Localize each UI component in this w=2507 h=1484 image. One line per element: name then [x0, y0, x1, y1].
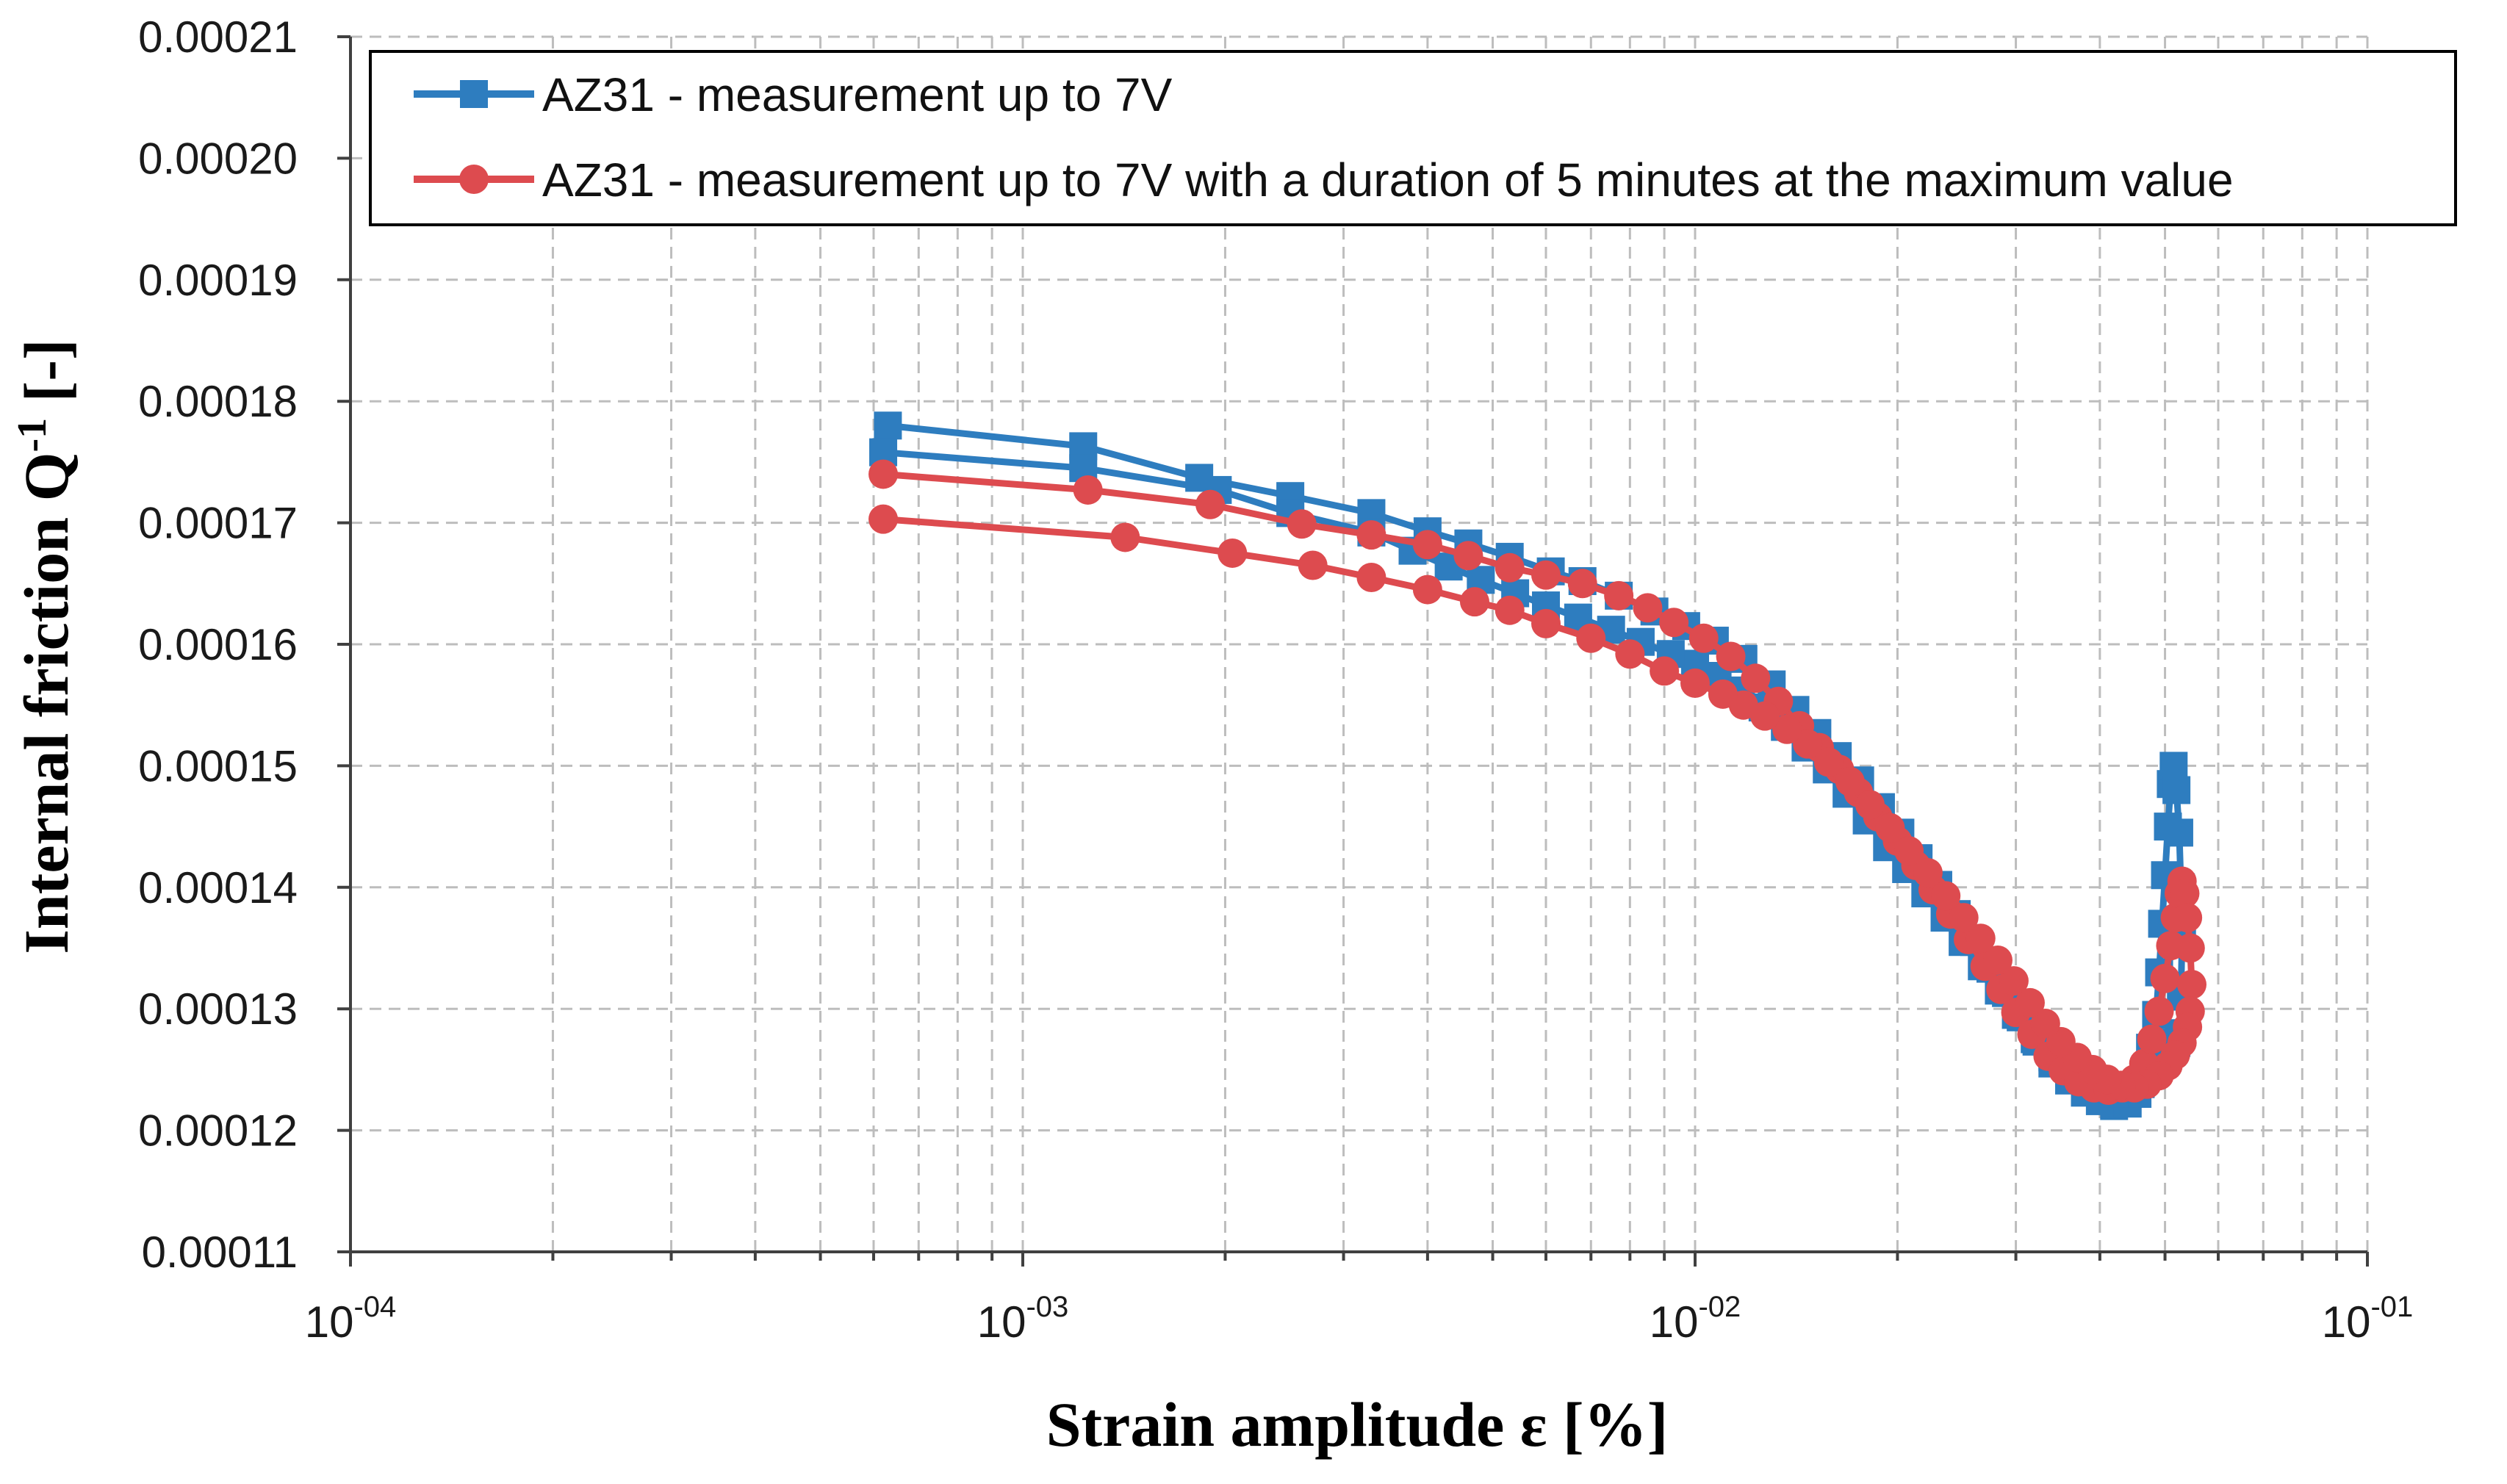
data-point-circle	[2015, 987, 2045, 1017]
data-point-circle	[1615, 639, 1645, 669]
x-tick-label: 10-03	[977, 1291, 1069, 1347]
data-point-circle	[2175, 933, 2205, 963]
x-tick-label: 10-02	[1650, 1291, 1741, 1347]
data-point-circle	[1604, 580, 1634, 610]
data-point-circle	[1894, 836, 1924, 866]
data-point-circle	[2030, 1009, 2060, 1039]
y-tick-label: 0.00019	[138, 256, 298, 305]
data-point-circle	[1287, 509, 1317, 539]
data-point-circle	[1495, 595, 1525, 625]
legend-entry-2: AZ31 - measurement up to 7V with a durat…	[414, 154, 2234, 206]
legend-box	[369, 50, 2457, 226]
y-tick-label: 0.00017	[138, 499, 298, 548]
data-point-circle	[2176, 970, 2206, 1000]
data-point-circle	[1813, 747, 1844, 777]
data-point-circle	[1453, 541, 1483, 571]
data-series	[868, 411, 2206, 1120]
data-point-circle	[1708, 679, 1738, 709]
data-point-circle	[1835, 766, 1865, 796]
grid-lines	[350, 35, 2369, 1252]
legend-label-series-2: AZ31 - measurement up to 7V with a durat…	[542, 154, 2234, 206]
legend-label-series-1: AZ31 - measurement up to 7V	[542, 68, 1173, 121]
data-point-circle	[1650, 656, 1680, 686]
data-point-circle	[1576, 623, 1606, 653]
data-point-circle	[1965, 923, 1996, 954]
data-point-circle	[1412, 574, 1442, 605]
data-point-circle	[868, 459, 899, 489]
data-point-circle	[1999, 966, 2029, 996]
y-tick-label: 0.00015	[138, 741, 298, 790]
data-point-circle	[1531, 608, 1561, 638]
data-point-circle	[1931, 881, 1961, 911]
legend: AZ31 - measurement up to 7V AZ31 - measu…	[369, 50, 2457, 226]
data-point-circle	[1195, 489, 1226, 519]
data-point-circle	[1741, 663, 1771, 694]
tick-labels: 0.00011 0.00012 0.00013 0.00014 0.00015 0.000…	[138, 12, 2413, 1347]
y-tick-label: 0.00020	[138, 134, 298, 183]
x-tick-label: 10-04	[305, 1291, 397, 1347]
series-2	[868, 459, 2206, 1106]
legend-marker-circle	[459, 165, 489, 194]
legend-entry-1: AZ31 - measurement up to 7V	[414, 68, 1173, 121]
data-point-circle	[1459, 587, 1489, 617]
data-point-circle	[2170, 879, 2200, 909]
data-point-circle	[868, 504, 899, 534]
data-point-circle	[1073, 475, 1103, 505]
data-point-circle	[1716, 641, 1746, 671]
y-tick-label: 0.00018	[138, 377, 298, 426]
data-point-circle	[1793, 729, 1823, 759]
data-point-circle	[1356, 520, 1386, 550]
y-tick-label: 0.00014	[138, 863, 298, 912]
data-point-circle	[2144, 996, 2174, 1026]
data-point-circle	[1531, 560, 1561, 590]
legend-marker-square	[460, 80, 488, 108]
data-point-circle	[1567, 569, 1597, 599]
data-point-circle	[1875, 813, 1905, 843]
data-point-circle	[1913, 857, 1943, 887]
data-point-circle	[1688, 623, 1719, 653]
data-point-circle	[1680, 668, 1710, 698]
y-axis-title: Internal friction Q-1 [-]	[10, 339, 82, 954]
data-point-circle	[1495, 552, 1525, 583]
data-point-square	[2162, 776, 2191, 804]
data-point-circle	[1298, 550, 1328, 580]
data-point-circle	[1659, 608, 1689, 638]
x-tick-label: 10-01	[2322, 1291, 2414, 1347]
data-point-circle	[1772, 714, 1802, 744]
y-tick-label: 0.00016	[138, 620, 298, 669]
y-tick-label: 0.00012	[138, 1106, 298, 1156]
y-tick-label: 0.00013	[138, 984, 298, 1034]
data-point-circle	[1356, 563, 1386, 593]
data-point-circle	[2150, 963, 2180, 993]
data-point-circle	[2173, 903, 2203, 933]
y-tick-label: 0.00011	[142, 1228, 298, 1277]
data-point-square	[2159, 752, 2188, 780]
data-point-circle	[1949, 903, 1979, 933]
data-point-circle	[1110, 522, 1140, 552]
x-axis-title: Strain amplitude ε [%]	[1046, 1389, 1669, 1460]
data-point-circle	[2137, 1024, 2167, 1054]
data-point-square	[2165, 818, 2193, 847]
data-point-circle	[1855, 790, 1885, 820]
data-point-circle	[1633, 593, 1663, 623]
data-point-circle	[1982, 945, 2013, 976]
data-point-circle	[1412, 530, 1442, 560]
axes	[337, 35, 2369, 1267]
y-tick-label: 0.00021	[138, 12, 298, 62]
data-point-square	[874, 411, 902, 440]
data-point-circle	[1217, 538, 1248, 568]
